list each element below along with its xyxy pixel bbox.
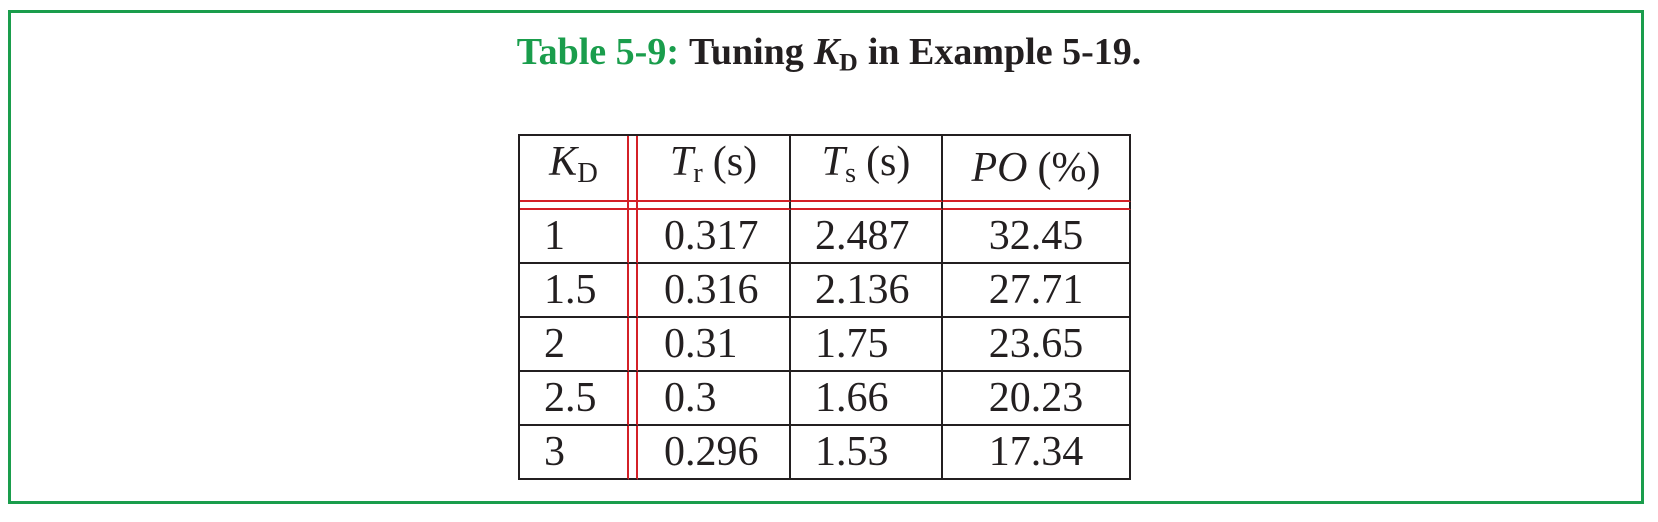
- header-cell: PO (%): [943, 136, 1131, 203]
- caption-text: in Example 5-19.: [867, 31, 1142, 73]
- header-unit: (s): [712, 139, 758, 185]
- header-row: KD Tr (s) Ts (s) PO (%): [520, 136, 1131, 203]
- header-unit: (s): [866, 139, 911, 185]
- table-row: 2 0.31 1.75 23.65: [520, 318, 1131, 373]
- table-cell: 0.316: [638, 264, 791, 319]
- table-cell: 0.296: [638, 426, 791, 481]
- table-cell: 2: [520, 318, 629, 373]
- divider: [629, 264, 638, 319]
- table-cell: 2.136: [791, 264, 943, 319]
- table-cell: 23.65: [943, 318, 1131, 373]
- table-cell: 1.75: [791, 318, 943, 373]
- table-row: 3 0.296 1.53 17.34: [520, 426, 1131, 481]
- divider: [638, 202, 791, 211]
- table-cell: 32.45: [943, 210, 1131, 265]
- header-symbol: T: [821, 139, 845, 185]
- divider: [629, 202, 638, 211]
- table: KD Tr (s) Ts (s) PO (%) 1 0.317 2.487 32.45 1.5…: [518, 134, 1131, 481]
- table-cell: 17.34: [943, 426, 1131, 481]
- caption-subscript: D: [839, 47, 858, 77]
- divider: [629, 372, 638, 427]
- table-cell: 0.317: [638, 210, 791, 265]
- table-cell: 27.71: [943, 264, 1131, 319]
- table-cell: 20.23: [943, 372, 1131, 427]
- caption-symbol: K: [813, 31, 840, 73]
- divider: [629, 426, 638, 481]
- header-cell: KD: [520, 136, 629, 203]
- divider: [791, 202, 943, 211]
- header-unit: (%): [1037, 145, 1101, 192]
- table-row: 1 0.317 2.487 32.45: [520, 210, 1131, 265]
- header-cell: Ts (s): [791, 136, 943, 203]
- divider-row: [520, 202, 1131, 211]
- table-cell: 2.5: [520, 372, 629, 427]
- table-cell: 2.487: [791, 210, 943, 265]
- table-cell: 1.53: [791, 426, 943, 481]
- table-row: 1.5 0.316 2.136 27.71: [520, 264, 1131, 319]
- caption-text: Tuning: [688, 31, 804, 73]
- table-cell: 1.66: [791, 372, 943, 427]
- header-symbol: K: [549, 139, 578, 185]
- table-cell: 1: [520, 210, 629, 265]
- divider: [943, 202, 1131, 211]
- divider: [629, 136, 638, 203]
- divider: [520, 202, 629, 211]
- header-subscript: s: [844, 158, 857, 190]
- table-cell: 0.31: [638, 318, 791, 373]
- header-subscript: r: [693, 158, 703, 190]
- table-cell: 3: [520, 426, 629, 481]
- frame: [8, 10, 1644, 504]
- divider: [629, 210, 638, 265]
- header-subscript: D: [577, 158, 598, 190]
- divider: [629, 318, 638, 373]
- header-symbol: PO: [971, 145, 1028, 192]
- header-cell: Tr (s): [638, 136, 791, 203]
- caption-label: Table 5-9:: [516, 31, 679, 73]
- table-cell: 1.5: [520, 264, 629, 319]
- table-row: 2.5 0.3 1.66 20.23: [520, 372, 1131, 427]
- header-symbol: T: [669, 139, 694, 185]
- caption: Table 5-9: Tuning KD in Example 5-19.: [0, 30, 1658, 77]
- table-cell: 0.3: [638, 372, 791, 427]
